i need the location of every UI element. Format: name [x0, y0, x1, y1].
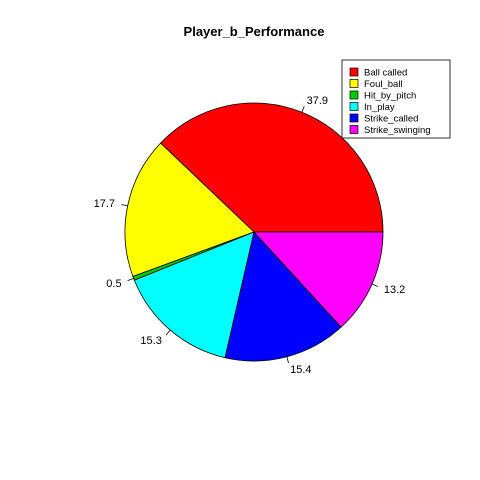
legend-entry: Hit_by_pitch: [364, 91, 416, 102]
slice-label-tick: [121, 204, 128, 207]
pie-slices: [124, 102, 384, 362]
slice-label-tick: [371, 283, 379, 287]
slice-labels: 37.9 17.7 0.5 15.3 15.4 13.2: [94, 95, 406, 376]
pie-slice: [253, 231, 384, 328]
legend-entry: Ball called: [364, 68, 407, 79]
slice-label-tick: [301, 106, 305, 113]
legend-box: [341, 59, 451, 139]
legend-swatch: [349, 90, 359, 100]
legend-swatch: [349, 102, 359, 111]
legend-entry: In_play: [364, 102, 395, 113]
legend-entry: Strike_called: [364, 114, 418, 125]
legend-entry: Foul_ball: [364, 79, 403, 90]
slice-value-label: 0.5: [106, 278, 121, 290]
legend-swatch: [349, 125, 359, 134]
legend: Ball calledFoul_ballHit_by_pitchIn_playS…: [341, 59, 451, 139]
slice-value-label: 17.7: [94, 198, 115, 210]
slice-label-tick: [286, 356, 289, 364]
slice-label-tick: [127, 277, 134, 282]
slice-value-label: 13.2: [384, 284, 405, 296]
legend-swatch: [349, 79, 359, 88]
chart-title: Player_b_Performance: [184, 24, 325, 39]
slice-value-label: 15.3: [140, 335, 161, 347]
slice-value-label: 37.9: [307, 95, 328, 107]
legend-entry: Strike_swinging: [364, 125, 431, 136]
legend-swatch: [349, 113, 359, 123]
legend-swatch: [349, 67, 359, 77]
pie-slice: [159, 102, 384, 233]
slice-label-tick: [165, 329, 171, 336]
pie-slice: [133, 231, 255, 359]
slice-value-label: 15.4: [290, 364, 311, 376]
